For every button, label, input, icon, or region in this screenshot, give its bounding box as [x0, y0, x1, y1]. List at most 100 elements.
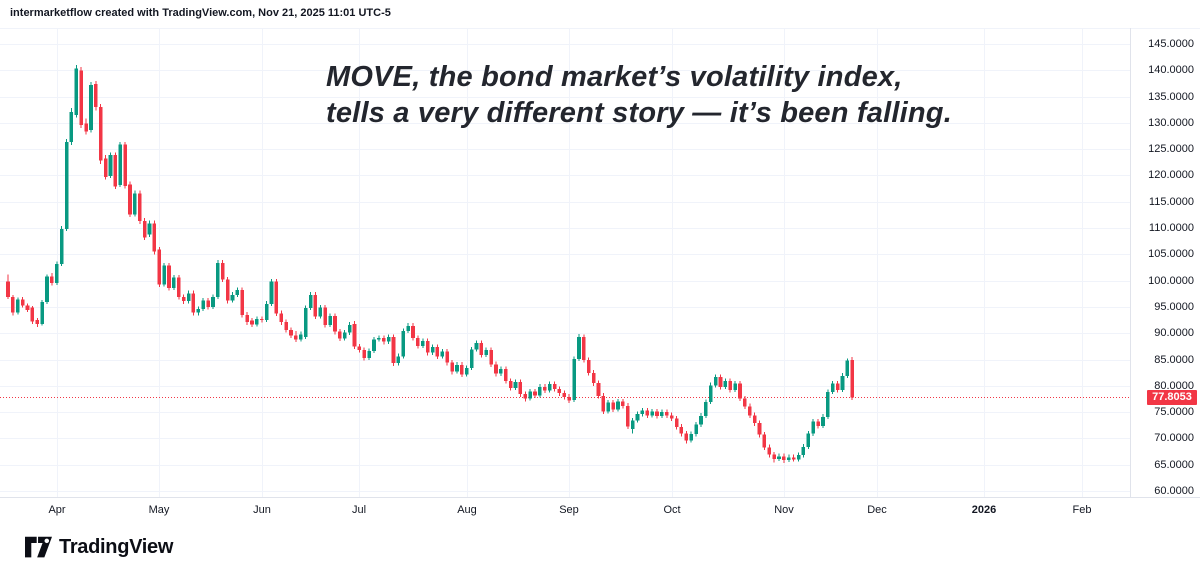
candle-up — [196, 309, 201, 313]
candle-up — [230, 294, 235, 301]
candle-down — [674, 418, 679, 427]
candle-down — [835, 383, 840, 391]
candle-up — [89, 85, 93, 131]
candle-down — [220, 262, 225, 280]
candle-up — [513, 382, 518, 388]
candle-down — [11, 296, 15, 313]
candle-down — [35, 320, 40, 324]
annotation-line-1: MOVE, the bond market’s volatility index… — [326, 61, 903, 93]
candle-down — [445, 351, 449, 363]
price-scale-label: 80.0000 — [1154, 380, 1194, 392]
candle-down — [20, 299, 25, 306]
candle-down — [362, 350, 367, 358]
candle-down — [191, 293, 196, 313]
price-scale-label: 105.0000 — [1148, 248, 1194, 260]
candle-up — [694, 424, 698, 435]
candle-down — [181, 296, 186, 302]
candle-up — [74, 68, 79, 115]
candle-down — [503, 368, 508, 382]
candle-down — [601, 395, 606, 412]
candle-up — [484, 350, 489, 355]
candle-up — [713, 376, 718, 386]
tradingview-logo-text: TradingView — [59, 536, 174, 558]
candle-up — [303, 307, 308, 337]
candle-down — [567, 396, 571, 401]
candle-down — [352, 323, 357, 347]
candle-down — [177, 277, 181, 297]
candle-up — [606, 402, 611, 412]
candle-up — [55, 263, 59, 283]
candle-down — [728, 381, 733, 391]
candle-down — [94, 83, 98, 108]
candle-up — [630, 420, 635, 429]
candle-up — [796, 455, 801, 460]
candle-down — [450, 362, 454, 372]
candle-down — [518, 382, 523, 395]
candle-down — [79, 70, 83, 125]
candle-down — [103, 158, 108, 178]
price-scale[interactable]: 77.8053 145.0000 140.0000 135.0000 130.0000… — [1130, 28, 1200, 497]
candle-down — [333, 315, 337, 332]
candle-down — [767, 447, 772, 455]
candle-up — [377, 337, 381, 340]
candle-up — [660, 412, 664, 416]
candle-up — [386, 336, 391, 342]
candle-down — [543, 386, 547, 391]
candle-up — [840, 375, 845, 391]
candle-up — [616, 401, 620, 410]
candle-down — [25, 305, 30, 311]
candle-up — [396, 356, 401, 364]
tradingview-logo[interactable]: TradingView — [25, 536, 173, 559]
time-scale-label: Dec — [867, 504, 887, 516]
candle-down — [596, 383, 601, 396]
price-scale-label: 140.0000 — [1148, 64, 1194, 76]
candle-down — [294, 335, 298, 340]
candle-down — [245, 314, 249, 323]
time-scale-label: Oct — [663, 504, 681, 516]
time-scale-label: Apr — [48, 504, 66, 516]
price-scale-label: 115.0000 — [1148, 196, 1194, 208]
time-scale-label: Jun — [253, 504, 271, 516]
candle-up — [372, 339, 376, 352]
candle-down — [738, 383, 742, 399]
chart-annotation: MOVE, the bond market’s volatility index… — [326, 59, 952, 131]
candle-down — [289, 330, 293, 336]
price-scale-label: 60.0000 — [1154, 485, 1194, 497]
candle-down — [684, 433, 689, 441]
candle-up — [40, 302, 44, 324]
candle-down — [381, 337, 386, 342]
candle-down — [416, 337, 420, 346]
candle-up — [723, 381, 728, 387]
candle-down — [435, 346, 440, 357]
last-price-badge: 77.8053 — [1147, 390, 1197, 405]
price-scale-label: 70.0000 — [1154, 432, 1194, 444]
candle-down — [30, 307, 35, 322]
candle-down — [508, 381, 513, 388]
time-scale-label: 2026 — [971, 504, 997, 516]
time-scale-label: Feb — [1072, 504, 1092, 516]
candle-down — [6, 281, 10, 297]
candle-down — [425, 341, 430, 353]
candle-down — [816, 421, 820, 426]
candle-down — [167, 265, 171, 289]
time-scale[interactable]: Apr May Jun Jul Aug Sep Oct Nov Dec 2026 Feb — [0, 497, 1200, 525]
candle-up — [845, 360, 850, 376]
candle-down — [665, 412, 669, 416]
candle-up — [440, 351, 445, 357]
candle-down — [611, 402, 615, 410]
time-scale-label: Aug — [457, 504, 477, 516]
candle-up — [806, 433, 811, 447]
candle-down — [206, 300, 210, 307]
candle-up — [708, 385, 713, 403]
candle-up — [826, 392, 830, 417]
candle-down — [586, 360, 591, 374]
candle-up — [216, 262, 220, 297]
candle-up — [201, 300, 205, 310]
price-scale-label: 135.0000 — [1148, 91, 1194, 103]
candle-down — [582, 336, 586, 361]
candle-down — [625, 405, 630, 427]
candle-down — [533, 391, 537, 396]
annotation-line-2: tells a very different story — it’s been… — [326, 97, 952, 129]
candle-down — [128, 184, 132, 215]
